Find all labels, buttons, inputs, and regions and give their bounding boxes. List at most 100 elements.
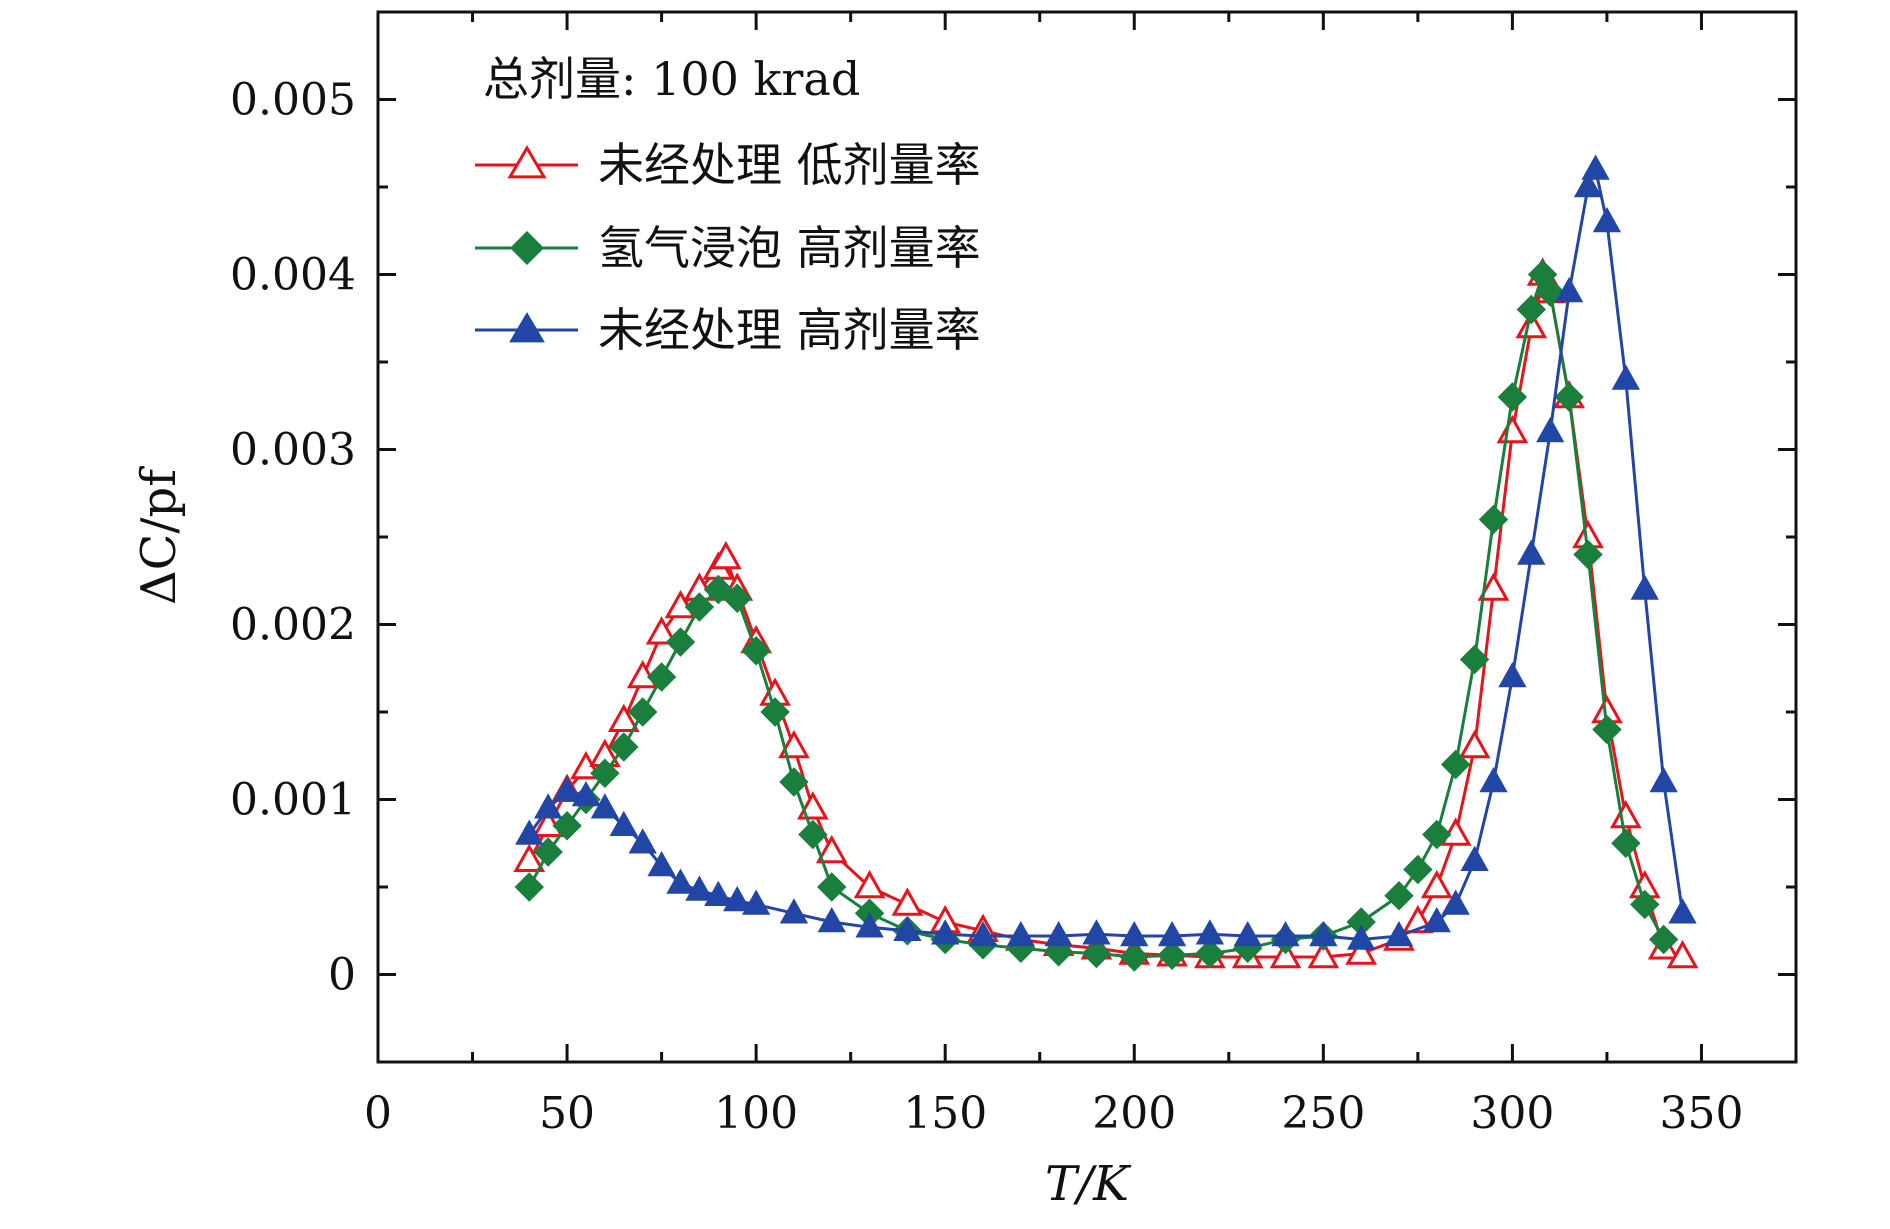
data-point xyxy=(931,919,960,945)
legend-marker xyxy=(507,145,547,179)
data-point xyxy=(741,889,771,915)
data-point xyxy=(1157,920,1187,947)
data-point xyxy=(609,732,639,762)
data-point xyxy=(1460,845,1489,872)
data-point xyxy=(1666,939,1699,969)
data-point xyxy=(666,868,695,894)
data-point xyxy=(646,662,677,692)
data-point xyxy=(1195,919,1225,945)
data-point xyxy=(1517,539,1546,565)
data-point xyxy=(798,819,828,850)
data-point xyxy=(1157,940,1187,970)
data-point xyxy=(1233,920,1262,947)
data-point xyxy=(710,540,742,570)
data-point xyxy=(1478,504,1509,535)
data-point xyxy=(779,898,809,924)
data-point xyxy=(815,834,848,864)
legend-marker xyxy=(510,231,544,265)
data-point xyxy=(779,767,809,797)
legend-item-1: 未经处理 低剂量率 xyxy=(475,138,981,192)
legend-marker xyxy=(509,312,545,343)
data-point xyxy=(817,906,846,933)
x-axis-title: T/K xyxy=(1045,1156,1132,1212)
data-point xyxy=(1611,364,1640,390)
data-point xyxy=(1422,906,1451,933)
data-point xyxy=(1403,854,1433,885)
data-point xyxy=(627,697,658,727)
data-point xyxy=(590,793,620,819)
data-point xyxy=(609,810,638,837)
data-point xyxy=(741,636,771,666)
data-point xyxy=(552,775,582,802)
x-tick-label: 250 xyxy=(1281,1088,1365,1139)
x-tick-label: 300 xyxy=(1470,1088,1554,1139)
data-point xyxy=(855,912,884,938)
series-3 xyxy=(515,154,1697,950)
data-point xyxy=(1271,920,1300,947)
data-point xyxy=(1611,828,1641,858)
data-point xyxy=(704,880,733,907)
data-point xyxy=(1120,920,1149,947)
data-point xyxy=(1554,382,1584,412)
axes: 0 50 100 150 200 250 300 350 0 0.001 0.002 0.003 0.0… xyxy=(230,10,1798,1139)
data-point xyxy=(1458,729,1491,759)
data-point xyxy=(1536,416,1565,443)
x-tick-label: 350 xyxy=(1659,1088,1743,1139)
data-point xyxy=(1081,938,1112,969)
data-point xyxy=(1515,309,1548,339)
data-point xyxy=(647,850,676,877)
data-point xyxy=(817,872,847,902)
data-point xyxy=(760,697,790,727)
data-point xyxy=(1119,942,1149,972)
data-point xyxy=(1044,920,1073,947)
data-point xyxy=(607,703,640,733)
data-point xyxy=(722,583,752,613)
data-point xyxy=(1307,939,1340,969)
data-point xyxy=(1497,382,1528,412)
data-point xyxy=(1269,939,1302,969)
y-tick-label: 0.003 xyxy=(230,425,356,476)
data-point xyxy=(1082,919,1111,945)
data-point xyxy=(1420,869,1453,899)
data-point xyxy=(1592,714,1622,745)
x-tick-label: 0 xyxy=(364,1088,392,1139)
y-axis-title: ΔC/pf xyxy=(131,466,187,605)
data-point xyxy=(1573,171,1603,198)
data-point xyxy=(571,780,601,807)
y-tick-label: 0.001 xyxy=(230,775,356,826)
data-point xyxy=(1422,819,1452,850)
data-point xyxy=(1630,889,1660,920)
x-tick-label: 50 xyxy=(539,1088,595,1139)
x-tick-label: 150 xyxy=(903,1088,987,1139)
data-point xyxy=(513,843,546,873)
data-point xyxy=(853,869,886,899)
legend-title: 总剂量: 100 krad xyxy=(483,52,860,106)
data-point xyxy=(665,627,696,657)
data-point xyxy=(514,872,544,902)
data-point xyxy=(1479,766,1508,793)
data-point xyxy=(685,875,714,901)
legend-label: 未经处理 高剂量率 xyxy=(598,303,981,357)
data-point xyxy=(1384,881,1414,911)
data-point xyxy=(1345,936,1378,965)
data-point xyxy=(891,887,924,916)
data-point xyxy=(1609,799,1642,829)
data-point xyxy=(645,616,678,645)
data-point xyxy=(533,837,563,867)
data-point xyxy=(1384,920,1414,947)
data-point xyxy=(1630,574,1659,600)
data-point xyxy=(534,793,563,819)
y-tick-label: 0.004 xyxy=(230,250,356,301)
data-point xyxy=(552,811,582,841)
data-point xyxy=(1441,889,1470,915)
data-point xyxy=(1006,920,1035,947)
data-point xyxy=(1498,661,1527,688)
x-tick-label: 100 xyxy=(714,1088,798,1139)
data-point xyxy=(1477,572,1510,601)
data-point xyxy=(1592,206,1622,233)
data-point xyxy=(1516,294,1547,325)
y-tick-label: 0 xyxy=(328,950,356,1001)
